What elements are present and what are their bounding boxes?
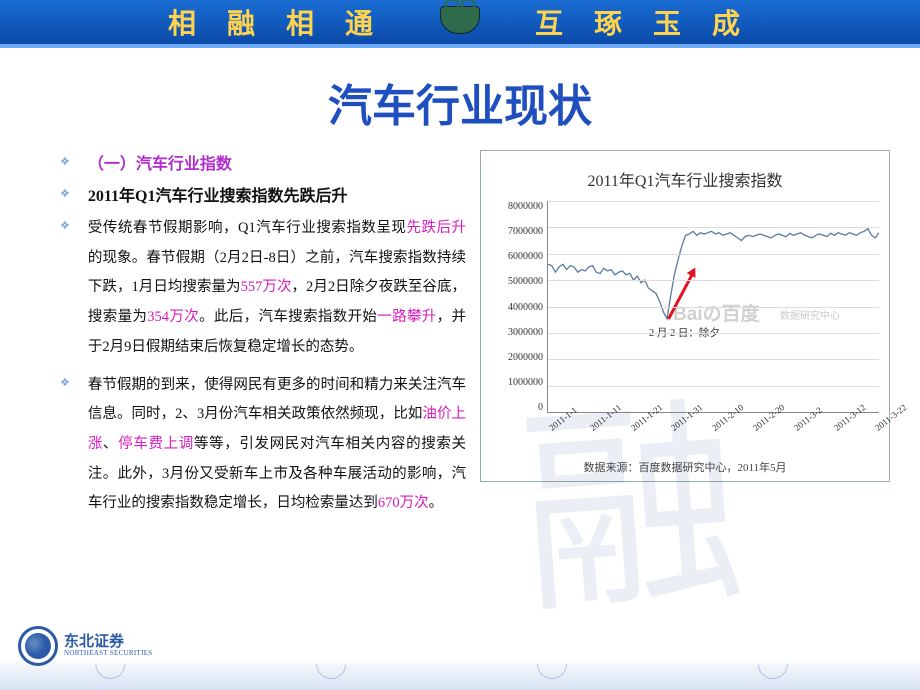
p2-sep: 、 [103, 436, 118, 452]
p2-end: 。 [429, 495, 444, 511]
p1-highlight-2: 557万次 [241, 279, 292, 295]
left-column: ❖ （一）汽车行业指数 ❖ 2011年Q1汽车行业搜索指数先跌后升 ❖ 受传统春… [60, 150, 466, 527]
paragraph-2-row: ❖ 春节假期的到来，使得网民有更多的时间和精力来关注汽车信息。同时，2、3月份汽… [60, 371, 466, 520]
y-axis: 8000000 7000000 6000000 5000000 4000000 … [491, 201, 547, 431]
ytick: 5000000 [508, 276, 543, 287]
p1-highlight-4: 一路攀升 [377, 309, 436, 325]
plot-area: Baiの百度 数据研究中心 2 月 2 日：除夕 [547, 201, 879, 413]
right-column: 2011年Q1汽车行业搜索指数 8000000 7000000 6000000 … [480, 150, 890, 527]
section-heading: （一）汽车行业指数 [88, 150, 232, 174]
xtick: 2011-3-12 [832, 424, 839, 432]
chart-source: 数据来源：百度数据研究中心，2011年5月 [491, 431, 879, 475]
ytick: 2000000 [508, 352, 543, 363]
subheading: 2011年Q1汽车行业搜索指数先跌后升 [88, 182, 348, 206]
paragraph-1: 受传统春节假期影响，Q1汽车行业搜索指数呈现先跌后升的现象。春节假期（2月2日-… [88, 214, 466, 363]
logo-en: NORTHEAST SECURITIES [64, 650, 152, 658]
p2-highlight-2: 停车费上调 [118, 436, 194, 452]
xtick: 2011-1-1 [547, 424, 554, 432]
xtick: 2011-2-20 [751, 424, 758, 432]
subheading-row: ❖ 2011年Q1汽车行业搜索指数先跌后升 [60, 182, 466, 206]
page-title: 汽车行业现状 [0, 48, 920, 150]
xtick: 2011-2-10 [710, 424, 717, 432]
header-right-motto: 互 琢 玉 成 [535, 2, 752, 42]
ytick: 0 [538, 402, 543, 413]
paragraph-2: 春节假期的到来，使得网民有更多的时间和精力来关注汽车信息。同时，2、3月份汽车相… [88, 371, 466, 520]
xtick: 2011-1-31 [669, 424, 676, 432]
p2-pre: 春节假期的到来，使得网民有更多的时间和精力来关注汽车信息。同时，2、3月份汽车相… [88, 377, 466, 423]
chart-title: 2011年Q1汽车行业搜索指数 [491, 161, 879, 201]
bullet-icon: ❖ [60, 219, 70, 363]
p2-highlight-3: 670万次 [378, 495, 429, 511]
ytick: 4000000 [508, 302, 543, 313]
logo-cn: 东北证券 [64, 634, 152, 651]
chart-plot-area: 8000000 7000000 6000000 5000000 4000000 … [491, 201, 879, 431]
ytick: 3000000 [508, 327, 543, 338]
ytick: 6000000 [508, 251, 543, 262]
p1-mid3: 。此后，汽车搜索指数开始 [199, 309, 377, 325]
paragraph-1-row: ❖ 受传统春节假期影响，Q1汽车行业搜索指数呈现先跌后升的现象。春节假期（2月2… [60, 214, 466, 363]
xtick: 2011-1-21 [629, 424, 636, 432]
header-band: 相 融 相 通 互 琢 玉 成 [0, 0, 920, 48]
ding-icon [435, 0, 485, 44]
header-left-motto: 相 融 相 通 [168, 2, 385, 42]
bullet-icon: ❖ [60, 155, 70, 174]
bullet-icon: ❖ [60, 187, 70, 206]
ytick: 7000000 [508, 226, 543, 237]
p1-pre: 受传统春节假期影响，Q1汽车行业搜索指数呈现 [88, 220, 407, 236]
xtick: 2011-3-2 [792, 424, 799, 432]
content-area: ❖ （一）汽车行业指数 ❖ 2011年Q1汽车行业搜索指数先跌后升 ❖ 受传统春… [0, 150, 920, 527]
section-heading-row: ❖ （一）汽车行业指数 [60, 150, 466, 174]
logo-text: 东北证券 NORTHEAST SECURITIES [64, 634, 152, 658]
x-axis-labels: 2011-1-1 2011-1-11 2011-1-21 2011-1-31 2… [547, 425, 874, 435]
xtick: 2011-1-11 [588, 424, 595, 432]
bullet-icon: ❖ [60, 376, 70, 520]
ytick: 1000000 [508, 377, 543, 388]
p1-highlight-3: 354万次 [147, 309, 199, 325]
chart-container: 2011年Q1汽车行业搜索指数 8000000 7000000 6000000 … [480, 150, 890, 482]
p1-highlight-1: 先跌后升 [406, 220, 466, 236]
footer-wave-decoration [0, 660, 920, 690]
ytick: 8000000 [508, 201, 543, 212]
